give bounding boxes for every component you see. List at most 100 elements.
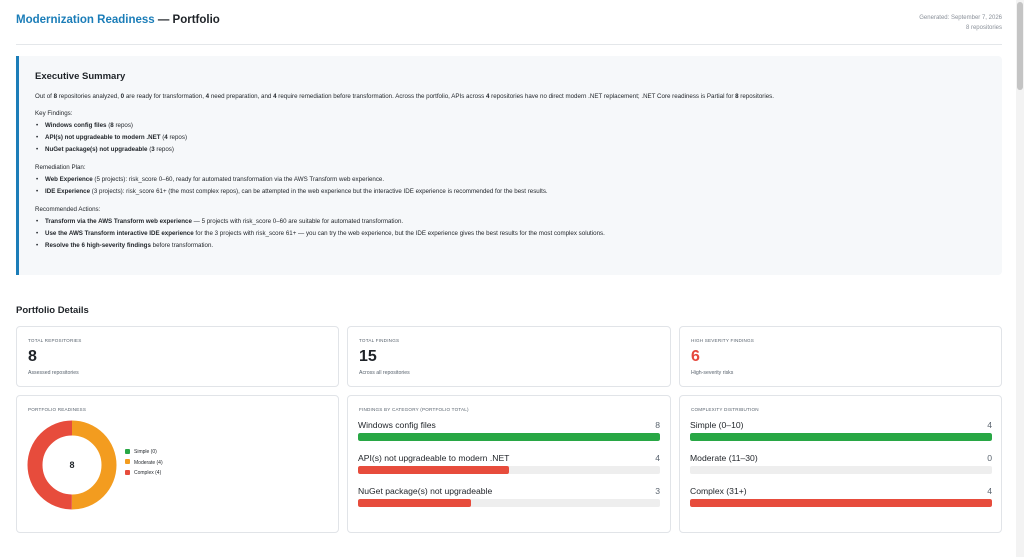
bar-fill [358, 466, 509, 474]
summary-list-item: IDE Experience (3 projects): risk_score … [36, 186, 1002, 198]
legend-swatch [125, 448, 130, 454]
page-scrollbar[interactable] [1016, 0, 1024, 557]
bar-value: 0 [987, 453, 992, 463]
bar-label: API(s) not upgradeable to modern .NET [358, 453, 510, 463]
stat-value: 6 [691, 348, 700, 365]
body-text: (3 projects): risk_score 61+ (the most c… [90, 188, 548, 195]
emphasis-text: 3 [151, 146, 155, 153]
complexity-bar-list: Simple (0–10) 4 Moderate (11–30) 0 Complex (… [690, 420, 992, 519]
bar-label: NuGet package(s) not upgradeable [358, 486, 493, 496]
emphasis-text: Use the AWS Transform interactive IDE ex… [45, 230, 194, 237]
summary-section-title: Key Findings: [35, 110, 73, 117]
legend-swatch [125, 469, 130, 475]
bar-row: NuGet package(s) not upgradeable 3 [358, 486, 660, 519]
bar-label: Complex (31+) [690, 486, 747, 496]
portfolio-readiness-card: PORTFOLIO READINESS 8 Simple (0) Moderate… [16, 395, 339, 533]
bar-value: 4 [655, 453, 660, 463]
body-text: repositories analyzed, [57, 93, 121, 100]
emphasis-text: 4 [205, 93, 210, 100]
readiness-donut-svg [27, 420, 117, 510]
stat-value: 15 [359, 348, 377, 365]
bar-row: Moderate (11–30) 0 [690, 453, 992, 486]
bar-row: Simple (0–10) 4 [690, 420, 992, 453]
body-text: ( [147, 146, 152, 153]
bar-track [358, 466, 660, 474]
legend-swatch [125, 459, 130, 464]
summary-list-item: Use the AWS Transform interactive IDE ex… [36, 228, 1002, 240]
body-text: ( [160, 134, 165, 141]
bar-row: Windows config files 8 [358, 420, 660, 453]
summary-list-item: Resolve the 6 high-severity findings bef… [36, 240, 1002, 252]
readiness-legend: Simple (0) Moderate (4) Complex (4) [125, 447, 163, 479]
emphasis-text: NuGet package(s) not upgradeable [45, 146, 148, 153]
findings-bar-list: Windows config files 8 API(s) not upgradea… [358, 420, 660, 519]
emphasis-text: 8 [735, 93, 739, 100]
scrollbar-thumb[interactable] [1017, 2, 1023, 90]
repository-count: 8 repositories [965, 25, 1002, 31]
legend-label: Complex (4) [134, 470, 162, 476]
stat-card-total-findings: TOTAL FINDINGS 15 Across all repositorie… [347, 326, 671, 387]
complexity-distribution-card: COMPLEXITY DISTRIBUTION Simple (0–10) 4 Mo… [679, 395, 1002, 533]
bar-fill [358, 499, 472, 507]
card-label: PORTFOLIO READINESS [28, 407, 87, 412]
body-text: are ready for transformation, [124, 93, 206, 100]
stat-caption: Across all repositories [359, 370, 410, 376]
body-text: ( [106, 122, 111, 129]
emphasis-text: 8 [53, 93, 58, 100]
executive-summary-intro: Out of 8 repositories analyzed, 0 are re… [35, 92, 1002, 101]
bar-track [358, 499, 660, 507]
bar-track [690, 466, 992, 474]
summary-list: Web Experience (5 projects): risk_score … [35, 174, 1002, 198]
emphasis-text: Web Experience [45, 176, 93, 183]
summary-list: Windows config files (8 repos)API(s) not… [35, 120, 1002, 156]
bar-value: 4 [987, 420, 992, 430]
donut-center-value: 8 [69, 460, 75, 470]
summary-section-title: Remediation Plan: [35, 164, 86, 171]
emphasis-text: Windows config files [45, 122, 107, 129]
bar-track [690, 433, 992, 441]
stat-caption: High-severity risks [691, 370, 734, 376]
generated-date: Generated: September 7, 2026 [919, 15, 1002, 21]
card-label: FINDINGS BY CATEGORY (PORTFOLIO TOTAL) [359, 407, 469, 412]
emphasis-text: 0 [120, 93, 125, 100]
bar-value: 4 [987, 486, 992, 496]
summary-list: Transform via the AWS Transform web expe… [35, 216, 1002, 252]
bar-value: 8 [655, 420, 660, 430]
summary-section-title: Recommended Actions: [35, 206, 101, 213]
summary-list-item: Web Experience (5 projects): risk_score … [36, 174, 1002, 186]
bar-fill [690, 499, 992, 507]
executive-summary: Executive Summary Out of 8 repositories … [16, 56, 1002, 275]
stat-card-high-severity: HIGH SEVERITY FINDINGS 6 High-severity r… [679, 326, 1002, 387]
body-text: before transformation. [150, 242, 214, 249]
body-text: for the 3 projects with risk_score 61+ —… [193, 230, 605, 237]
body-text: (5 projects): risk_score 0–60, ready for… [92, 176, 385, 183]
stat-card-total-repositories: TOTAL REPOSITORIES 8 Assessed repositori… [16, 326, 339, 387]
bar-track [358, 433, 660, 441]
emphasis-text: Transform via the AWS Transform web expe… [45, 218, 192, 225]
executive-summary-heading: Executive Summary [35, 71, 126, 82]
stat-label: TOTAL FINDINGS [359, 338, 400, 343]
body-text: Out of [35, 93, 54, 100]
card-label: COMPLEXITY DISTRIBUTION [691, 407, 759, 412]
body-text: repos) [167, 134, 188, 141]
report-header: Modernization Readiness — Portfolio Gene… [16, 0, 1002, 45]
donut-slice-2 [27, 420, 117, 510]
page-title: Modernization Readiness — Portfolio [16, 14, 220, 26]
legend-label: Simple (0) [134, 449, 157, 455]
page-title-accent: Modernization Readiness [16, 14, 155, 26]
emphasis-text: 4 [164, 134, 168, 141]
body-text: require remediation before transformatio… [276, 93, 486, 100]
body-text: need preparation, and [209, 93, 274, 100]
bar-value: 3 [655, 486, 660, 496]
summary-list-item: Transform via the AWS Transform web expe… [36, 216, 1002, 228]
legend-label: Moderate (4) [134, 459, 163, 466]
readiness-donut: 8 [27, 420, 117, 510]
stat-label: HIGH SEVERITY FINDINGS [691, 338, 755, 343]
emphasis-text: IDE Experience [45, 188, 91, 195]
summary-list-item: API(s) not upgradeable to modern .NET (4… [36, 132, 1002, 144]
summary-list-item: NuGet package(s) not upgradeable (3 repo… [36, 144, 1002, 156]
body-text: repositories have no direct modern .NET … [489, 93, 736, 100]
bar-label: Simple (0–10) [690, 420, 744, 430]
body-text: repos) [113, 122, 133, 129]
legend-item: Moderate (4) [125, 458, 163, 469]
